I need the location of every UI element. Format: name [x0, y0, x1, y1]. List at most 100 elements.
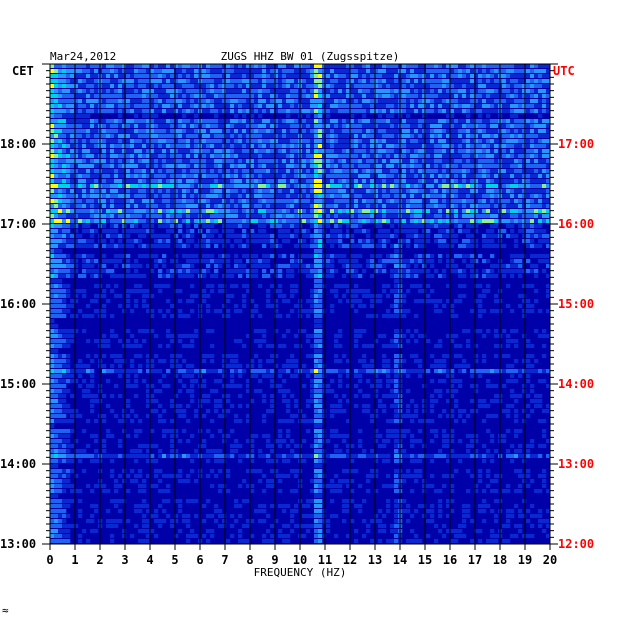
- heatmap-cell: [446, 234, 451, 238]
- heatmap-cell: [402, 144, 407, 148]
- heatmap-cell: [146, 264, 151, 268]
- heatmap-cell: [530, 199, 535, 203]
- heatmap-cell: [434, 89, 439, 93]
- heatmap-cell: [458, 84, 463, 88]
- heatmap-cell: [510, 174, 515, 178]
- heatmap-cell: [258, 154, 263, 158]
- heatmap-cell: [246, 239, 251, 243]
- heatmap-cell: [190, 99, 195, 103]
- heatmap-cell: [478, 84, 483, 88]
- heatmap-cell: [414, 124, 419, 128]
- heatmap-cell: [342, 169, 347, 173]
- heatmap-cell: [78, 169, 83, 173]
- heatmap-cell: [502, 169, 507, 173]
- heatmap-cell: [370, 69, 375, 73]
- heatmap-cell: [110, 139, 115, 143]
- heatmap-cell: [202, 119, 207, 123]
- heatmap-cell: [530, 64, 535, 68]
- heatmap-cell: [54, 149, 59, 153]
- heatmap-cell: [438, 69, 443, 73]
- heatmap-cell: [546, 289, 551, 293]
- heatmap-cell: [214, 269, 219, 273]
- heatmap-cell: [306, 69, 311, 73]
- heatmap-cell: [482, 84, 487, 88]
- heatmap-cell: [62, 139, 67, 143]
- heatmap-cell: [342, 104, 347, 108]
- heatmap-cell: [134, 224, 139, 228]
- heatmap-cell: [190, 184, 195, 188]
- heatmap-cell: [290, 289, 295, 293]
- heatmap-cell: [362, 149, 367, 153]
- heatmap-cell: [434, 189, 439, 193]
- heatmap-cell: [394, 294, 399, 298]
- heatmap-cell: [86, 164, 91, 168]
- heatmap-cell: [58, 99, 63, 103]
- heatmap-cell: [286, 224, 291, 228]
- heatmap-cell: [510, 69, 515, 73]
- heatmap-cell: [162, 144, 167, 148]
- heatmap-cell: [178, 189, 183, 193]
- heatmap-cell: [62, 109, 67, 113]
- heatmap-cell: [510, 224, 515, 228]
- heatmap-cell: [362, 134, 367, 138]
- heatmap-cell: [118, 99, 123, 103]
- heatmap-cell: [510, 149, 515, 153]
- heatmap-cell: [506, 94, 511, 98]
- heatmap-cell: [414, 274, 419, 278]
- heatmap-cell: [270, 174, 275, 178]
- heatmap-cell: [426, 119, 431, 123]
- heatmap-cell: [358, 219, 363, 223]
- heatmap-cell: [414, 144, 419, 148]
- heatmap-cell: [390, 174, 395, 178]
- heatmap-cell: [122, 254, 127, 258]
- heatmap-cell: [162, 264, 167, 268]
- heatmap-cell: [322, 244, 327, 248]
- heatmap-cell: [126, 104, 131, 108]
- heatmap-cell: [206, 254, 211, 258]
- heatmap-cell: [114, 174, 119, 178]
- heatmap-cell: [430, 264, 435, 268]
- heatmap-cell: [226, 169, 231, 173]
- heatmap-cell: [102, 149, 107, 153]
- heatmap-cell: [74, 209, 79, 213]
- heatmap-cell: [110, 184, 115, 188]
- heatmap-cell: [386, 199, 391, 203]
- heatmap-cell: [234, 134, 239, 138]
- heatmap-cell: [278, 269, 283, 273]
- heatmap-cell: [178, 64, 183, 68]
- heatmap-cell: [546, 174, 551, 178]
- heatmap-cell: [270, 209, 275, 213]
- heatmap-cell: [518, 219, 523, 223]
- heatmap-cell: [186, 189, 191, 193]
- heatmap-cell: [286, 74, 291, 78]
- heatmap-cell: [514, 124, 519, 128]
- heatmap-cell: [206, 169, 211, 173]
- heatmap-cell: [486, 149, 491, 153]
- heatmap-cell: [170, 64, 175, 68]
- heatmap-cell: [218, 99, 223, 103]
- heatmap-cell: [270, 119, 275, 123]
- heatmap-cell: [362, 294, 367, 298]
- heatmap-cell: [214, 179, 219, 183]
- heatmap-cell: [522, 109, 527, 113]
- heatmap-cell: [50, 264, 55, 268]
- heatmap-cell: [126, 84, 131, 88]
- heatmap-cell: [270, 144, 275, 148]
- heatmap-cell: [438, 129, 443, 133]
- heatmap-cell: [254, 154, 259, 158]
- heatmap-cell: [394, 194, 399, 198]
- heatmap-cell: [546, 69, 551, 73]
- heatmap-cell: [430, 144, 435, 148]
- heatmap-cell: [518, 164, 523, 168]
- heatmap-cell: [422, 64, 427, 68]
- heatmap-cell: [434, 239, 439, 243]
- heatmap-cell: [522, 194, 527, 198]
- heatmap-cell: [414, 79, 419, 83]
- heatmap-cell: [94, 204, 99, 208]
- heatmap-cell: [518, 294, 523, 298]
- heatmap-cell: [358, 189, 363, 193]
- heatmap-cell: [50, 289, 55, 293]
- heatmap-cell: [146, 209, 151, 213]
- heatmap-cell: [366, 149, 371, 153]
- heatmap-cell: [74, 89, 79, 93]
